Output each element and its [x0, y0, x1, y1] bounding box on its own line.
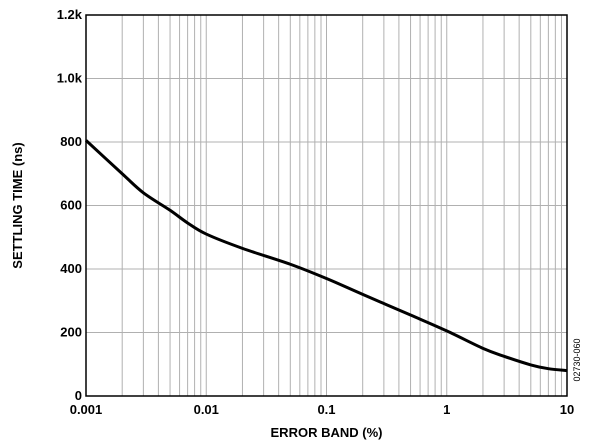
figure-code: 02730-060	[572, 338, 582, 381]
y-tick-label: 1.2k	[57, 7, 83, 22]
y-tick-label: 800	[60, 134, 82, 149]
y-tick-labels: 0 200 400 600 800 1.0k 1.2k	[57, 7, 83, 403]
y-tick-label: 400	[60, 261, 82, 276]
x-tick-label: 10	[560, 402, 574, 417]
y-tick-label: 600	[60, 198, 82, 213]
x-tick-label: 0.1	[317, 402, 335, 417]
y-tick-label: 0	[75, 388, 82, 403]
y-axis-label: SETTLING TIME (ns)	[10, 142, 25, 268]
y-tick-label: 1.0k	[57, 71, 83, 86]
x-axis-label: ERROR BAND (%)	[271, 425, 383, 440]
series-line	[84, 139, 568, 373]
horizontal-grid	[86, 78, 567, 333]
series-group	[84, 139, 568, 373]
x-tick-label: 0.01	[194, 402, 219, 417]
plot-frame	[85, 14, 568, 397]
x-tick-label: 1	[443, 402, 450, 417]
y-tick-label: 200	[60, 325, 82, 340]
x-tick-label: 0.001	[70, 402, 103, 417]
x-tick-labels: 0.001 0.01 0.1 1 10	[70, 402, 575, 417]
